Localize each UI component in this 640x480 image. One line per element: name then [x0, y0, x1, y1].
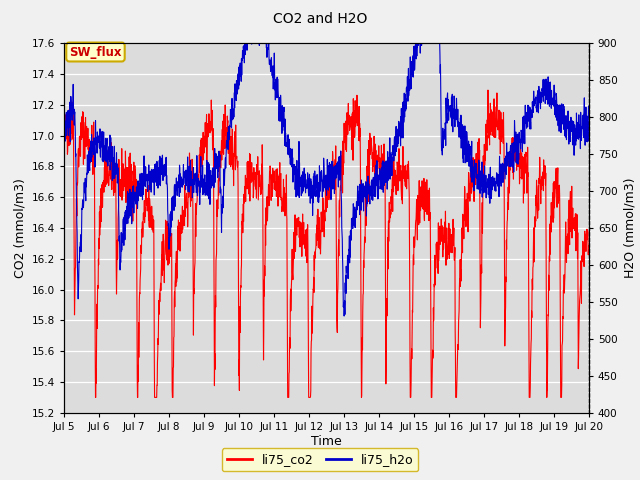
X-axis label: Time: Time [311, 434, 342, 448]
Y-axis label: H2O (mmol/m3): H2O (mmol/m3) [623, 178, 636, 278]
Legend: li75_co2, li75_h2o: li75_co2, li75_h2o [221, 448, 419, 471]
Text: CO2 and H2O: CO2 and H2O [273, 12, 367, 26]
Y-axis label: CO2 (mmol/m3): CO2 (mmol/m3) [13, 178, 26, 278]
Text: SW_flux: SW_flux [69, 46, 122, 59]
